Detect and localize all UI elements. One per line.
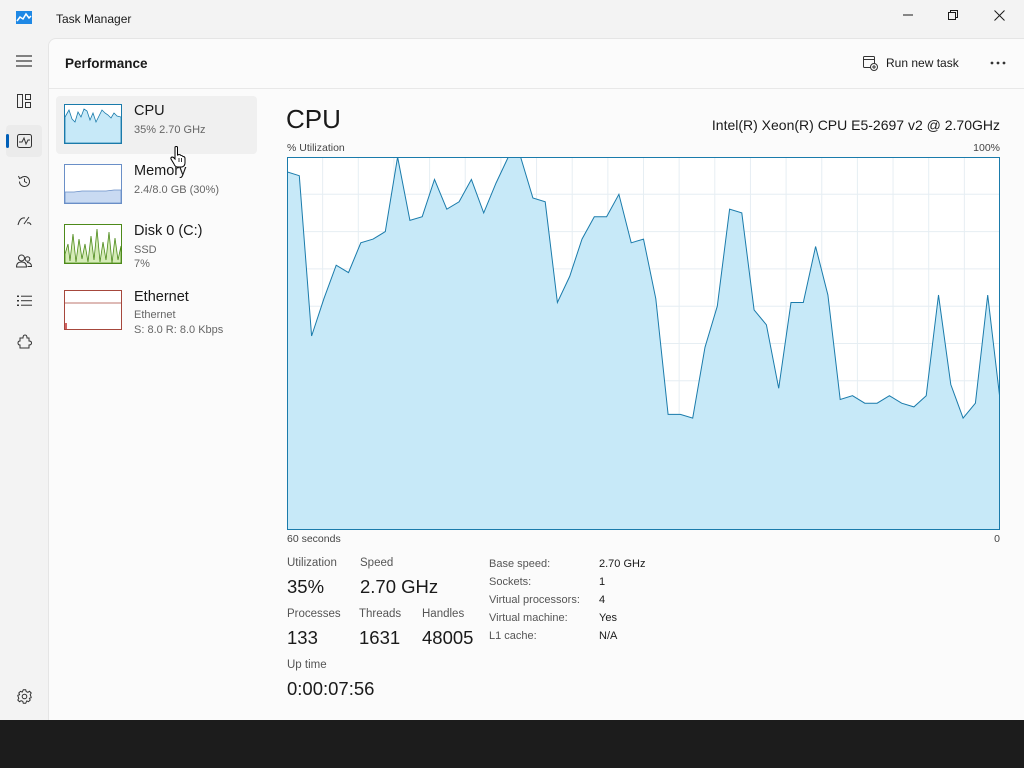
content-area: Performance Run new task CPU 35% 2.70 GH… bbox=[48, 38, 1024, 720]
graph-x-right-label: 0 bbox=[994, 533, 1000, 545]
processes-label: Processes bbox=[287, 608, 341, 620]
virtual-machine-value: Yes bbox=[599, 612, 617, 624]
threads-value: 1631 bbox=[359, 627, 401, 648]
graph-y-axis-label: % Utilization bbox=[287, 142, 345, 154]
os-taskbar bbox=[0, 720, 1024, 768]
title-bar[interactable]: Task Manager bbox=[0, 0, 1024, 38]
sidebar-memory-title: Memory bbox=[134, 163, 187, 179]
virtual-processors-value: 4 bbox=[599, 594, 606, 606]
header-divider bbox=[49, 88, 1024, 89]
sidebar-item-disk[interactable]: Disk 0 (C:) SSD 7% bbox=[56, 216, 257, 274]
navigation-rail bbox=[0, 38, 48, 720]
sockets-value: 1 bbox=[599, 576, 606, 588]
task-manager-app-icon bbox=[16, 11, 32, 24]
disk-thumbnail-graph bbox=[64, 224, 122, 264]
restore-icon bbox=[948, 10, 958, 20]
base-speed-value: 2.70 GHz bbox=[599, 558, 646, 570]
nav-startup-apps-button[interactable] bbox=[6, 205, 42, 237]
graph-y-max-label: 100% bbox=[973, 142, 1000, 154]
sidebar-ethernet-adapter: Ethernet bbox=[134, 309, 176, 321]
l1-cache-label: L1 cache: bbox=[489, 630, 537, 642]
details-list-icon bbox=[16, 295, 32, 306]
nav-processes-button[interactable] bbox=[6, 85, 42, 117]
run-new-task-button[interactable]: Run new task bbox=[863, 52, 959, 74]
sockets-label: Sockets: bbox=[489, 576, 532, 588]
close-icon bbox=[993, 9, 1005, 21]
nav-details-button[interactable] bbox=[6, 285, 42, 317]
sidebar-cpu-title: CPU bbox=[134, 103, 165, 119]
utilization-label: Utilization bbox=[287, 557, 337, 569]
sidebar-ethernet-title: Ethernet bbox=[134, 289, 189, 305]
processes-value: 133 bbox=[287, 627, 318, 648]
speed-value: 2.70 GHz bbox=[360, 576, 439, 597]
task-manager-window: Task Manager bbox=[0, 0, 1024, 720]
nav-settings-button[interactable] bbox=[6, 680, 42, 712]
sidebar-item-ethernet[interactable]: Ethernet Ethernet S: 8.0 R: 8.0 Kbps bbox=[56, 282, 257, 340]
sidebar-cpu-usage: 35% 2.70 GHz bbox=[134, 124, 206, 136]
startup-speedometer-icon bbox=[17, 216, 31, 226]
cpu-utilization-area bbox=[287, 157, 1000, 530]
hamburger-icon bbox=[16, 55, 32, 67]
run-new-task-label: Run new task bbox=[886, 56, 959, 70]
history-icon bbox=[17, 175, 30, 187]
sidebar-disk-title: Disk 0 (C:) bbox=[134, 223, 203, 239]
hamburger-menu-button[interactable] bbox=[6, 45, 42, 77]
settings-gear-icon bbox=[16, 688, 32, 704]
base-speed-label: Base speed: bbox=[489, 558, 551, 570]
l1-cache-value: N/A bbox=[599, 630, 618, 642]
cpu-model-name: Intel(R) Xeon(R) CPU E5-2697 v2 @ 2.70GH… bbox=[711, 117, 1000, 133]
ethernet-thumbnail-graph bbox=[64, 290, 122, 330]
uptime-label: Up time bbox=[287, 659, 327, 671]
services-puzzle-icon bbox=[16, 333, 32, 348]
virtual-processors-label: Virtual processors: bbox=[489, 594, 580, 606]
handles-value: 48005 bbox=[422, 627, 474, 648]
close-button[interactable] bbox=[976, 0, 1022, 30]
sidebar-item-cpu[interactable]: CPU 35% 2.70 GHz bbox=[56, 96, 257, 154]
cpu-utilization-graph bbox=[287, 157, 1000, 530]
active-indicator bbox=[6, 134, 9, 148]
run-task-icon bbox=[863, 55, 878, 71]
minimize-button[interactable] bbox=[885, 0, 931, 30]
nav-app-history-button[interactable] bbox=[6, 165, 42, 197]
graph-x-left-label: 60 seconds bbox=[287, 533, 341, 545]
sidebar-memory-usage: 2.4/8.0 GB (30%) bbox=[134, 184, 219, 196]
sidebar-disk-type: SSD bbox=[134, 244, 157, 256]
cpu-heading: CPU bbox=[286, 104, 341, 134]
speed-label: Speed bbox=[360, 557, 394, 569]
cpu-thumbnail-graph bbox=[64, 104, 122, 144]
mouse-pointer-hand-icon bbox=[170, 146, 186, 168]
sidebar-disk-usage: 7% bbox=[134, 258, 150, 270]
cpu-utilization-line bbox=[287, 157, 1000, 420]
handles-label: Handles bbox=[422, 608, 465, 620]
uptime-value: 0:00:07:56 bbox=[287, 678, 375, 699]
more-ellipsis-icon bbox=[990, 61, 1006, 65]
page-title: Performance bbox=[65, 56, 148, 71]
nav-users-button[interactable] bbox=[6, 245, 42, 277]
processes-icon bbox=[17, 94, 31, 108]
nav-performance-button[interactable] bbox=[6, 125, 42, 157]
utilization-value: 35% bbox=[287, 576, 325, 597]
restore-button[interactable] bbox=[930, 0, 976, 30]
memory-thumbnail-graph bbox=[64, 164, 122, 204]
sidebar-ethernet-throughput: S: 8.0 R: 8.0 Kbps bbox=[134, 324, 224, 336]
graph-border bbox=[287, 157, 1000, 530]
minimize-icon bbox=[903, 14, 913, 16]
virtual-machine-label: Virtual machine: bbox=[489, 612, 568, 624]
more-options-button[interactable] bbox=[985, 52, 1011, 74]
nav-services-button[interactable] bbox=[6, 325, 42, 357]
threads-label: Threads bbox=[359, 608, 402, 620]
users-icon bbox=[16, 254, 32, 268]
performance-icon bbox=[16, 134, 32, 148]
window-title: Task Manager bbox=[56, 12, 132, 26]
sidebar-item-memory[interactable]: Memory 2.4/8.0 GB (30%) bbox=[56, 156, 257, 214]
